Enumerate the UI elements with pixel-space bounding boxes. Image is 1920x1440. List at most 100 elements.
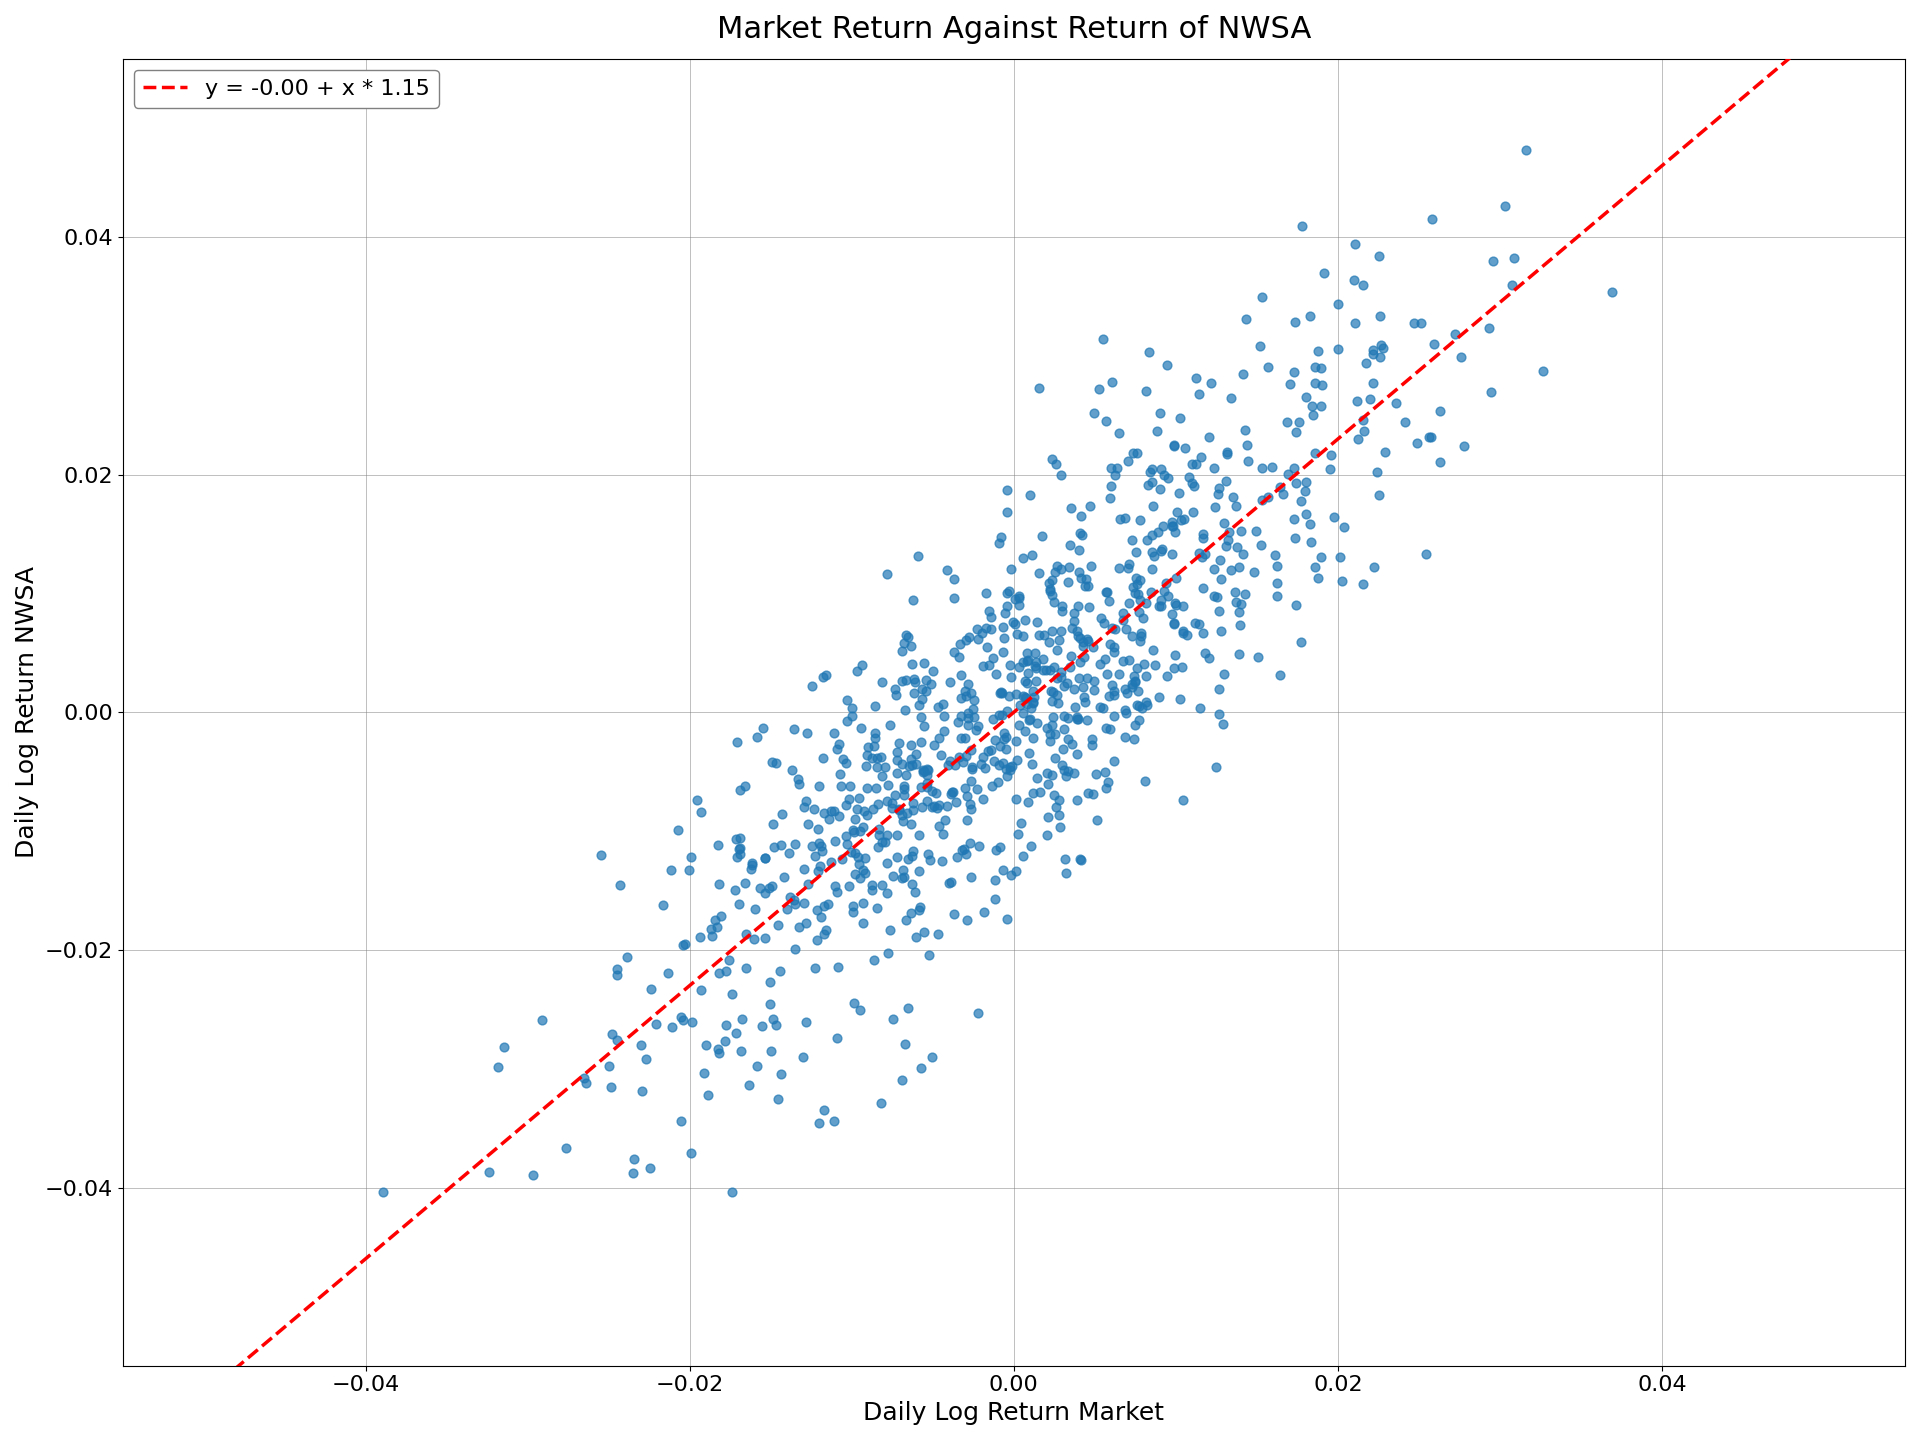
Point: [1342, 389, 1373, 412]
Point: [899, 791, 929, 814]
Point: [760, 752, 791, 775]
Point: [739, 897, 770, 920]
Point: [1110, 618, 1140, 641]
Point: [1119, 713, 1150, 736]
Point: [1008, 546, 1039, 569]
Point: [1066, 567, 1096, 590]
Point: [780, 893, 810, 916]
Point: [851, 755, 881, 778]
Point: [1425, 451, 1455, 474]
Point: [983, 753, 1014, 776]
Point: [1012, 649, 1043, 672]
Point: [1046, 755, 1077, 778]
Point: [1160, 593, 1190, 616]
Point: [1306, 546, 1336, 569]
Point: [973, 654, 1004, 677]
Point: [1060, 611, 1091, 634]
Point: [904, 706, 935, 729]
Point: [995, 579, 1025, 602]
Point: [714, 949, 745, 972]
Point: [774, 886, 804, 909]
Point: [1023, 562, 1054, 585]
Point: [747, 716, 778, 739]
Point: [1083, 808, 1114, 831]
Point: [1365, 346, 1396, 369]
Point: [1162, 566, 1192, 589]
Point: [1125, 589, 1156, 612]
Point: [849, 799, 879, 822]
Point: [1064, 595, 1094, 618]
Point: [804, 854, 835, 877]
Point: [866, 765, 897, 788]
Point: [1144, 402, 1175, 425]
Point: [586, 844, 616, 867]
Point: [985, 681, 1016, 704]
Point: [1033, 631, 1064, 654]
Point: [1048, 848, 1079, 871]
Point: [1098, 641, 1129, 664]
Point: [814, 808, 845, 831]
Point: [808, 1099, 839, 1122]
Point: [1369, 441, 1400, 464]
Point: [1152, 354, 1183, 377]
Point: [1104, 662, 1135, 685]
Point: [1476, 380, 1507, 403]
Point: [710, 1012, 741, 1035]
Point: [1240, 520, 1271, 543]
Point: [831, 688, 862, 711]
Point: [912, 791, 943, 814]
Point: [797, 675, 828, 698]
Point: [1048, 704, 1079, 727]
Point: [724, 891, 755, 914]
Point: [1198, 456, 1229, 480]
Point: [945, 704, 975, 727]
Point: [1142, 520, 1173, 543]
Point: [1261, 585, 1292, 608]
Point: [912, 776, 943, 799]
Point: [756, 1040, 787, 1063]
Point: [1096, 674, 1127, 697]
Point: [1146, 539, 1177, 562]
Point: [996, 755, 1027, 778]
Point: [1010, 670, 1041, 693]
Point: [1123, 583, 1154, 606]
Point: [1169, 436, 1200, 459]
Point: [1194, 426, 1225, 449]
Point: [826, 775, 856, 798]
Point: [981, 838, 1012, 861]
Point: [1198, 585, 1229, 608]
Point: [741, 726, 772, 749]
Point: [710, 959, 741, 982]
Point: [852, 743, 883, 766]
Point: [1068, 675, 1098, 698]
Point: [843, 852, 874, 876]
Point: [983, 770, 1014, 793]
Point: [952, 706, 983, 729]
Point: [1290, 471, 1321, 494]
Point: [726, 837, 756, 860]
Point: [995, 654, 1025, 677]
Point: [1094, 487, 1125, 510]
Point: [904, 896, 935, 919]
Point: [897, 753, 927, 776]
Point: [789, 891, 820, 914]
Point: [968, 655, 998, 678]
Point: [862, 756, 893, 779]
Point: [889, 783, 920, 806]
Point: [1221, 536, 1252, 559]
Point: [935, 782, 966, 805]
Point: [1158, 657, 1188, 680]
Point: [818, 1109, 849, 1132]
Point: [1110, 726, 1140, 749]
Point: [1098, 750, 1129, 773]
Point: [864, 816, 895, 840]
Point: [791, 1011, 822, 1034]
Point: [1000, 729, 1031, 752]
Point: [685, 979, 716, 1002]
Point: [703, 914, 733, 937]
Point: [774, 842, 804, 865]
Point: [816, 851, 847, 874]
Point: [670, 932, 701, 955]
Point: [904, 694, 935, 717]
Point: [1363, 484, 1394, 507]
